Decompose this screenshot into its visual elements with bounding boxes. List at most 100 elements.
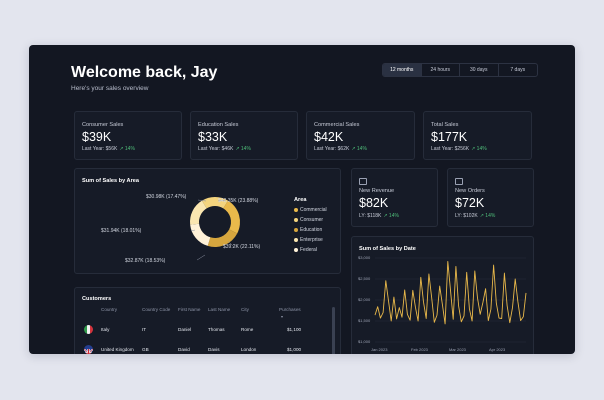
table-scrollbar[interactable] — [332, 307, 335, 354]
legend-item-federal[interactable]: Federal — [294, 247, 317, 253]
pie-label-education: $39.2K (22.11%) — [223, 244, 261, 250]
kpi-change: ↗ 14% — [119, 146, 135, 152]
kpi-value: $177K — [431, 130, 468, 144]
legend-dot-icon — [294, 228, 298, 232]
revenue-icon — [359, 178, 367, 185]
cell-purchases: $1,000 — [287, 347, 302, 352]
kpi-value: $33K — [198, 130, 228, 144]
orders-icon — [455, 178, 463, 185]
cell-country: United Kingdom — [101, 347, 134, 352]
kpi-value: $39K — [82, 130, 112, 144]
cell-country-code: GB — [142, 347, 149, 352]
kpi-last-year-text: Last Year: $56K — [82, 146, 118, 152]
cell-last-name: Thomas — [208, 327, 225, 332]
kpi-label: Consumer Sales — [82, 122, 124, 128]
kpi-last-year-text: Last Year: $256K — [431, 146, 470, 152]
donut-slice-enterprise[interactable] — [190, 200, 207, 225]
range-tab-30-days[interactable]: 30 days — [460, 64, 499, 76]
kpi-last-year: Last Year: $46K ↗ 14% — [198, 146, 251, 152]
sales-by-date-panel: Sum of Sales by Date $3,000 $2,500 $2,00… — [351, 236, 534, 354]
panel-title: Sum of Sales by Date — [359, 246, 416, 252]
legend-dot-icon — [294, 208, 298, 212]
cell-city: London — [241, 347, 257, 352]
pie-leader-line — [217, 199, 227, 202]
kpi-change: ↗ 14% — [471, 146, 487, 152]
kpi-last-year-text: Last Year: $46K — [198, 146, 234, 152]
cell-first-name: David — [178, 347, 190, 352]
customers-panel: Customers Country Country Code First Nam… — [74, 287, 341, 354]
italy-flag-icon — [84, 325, 93, 334]
cell-purchases: $1,100 — [287, 327, 302, 332]
kpi-last-year: LY: $118K ↗ 14% — [359, 213, 399, 219]
uk-flag-graphic — [84, 348, 93, 354]
legend-label: Federal — [300, 247, 317, 253]
kpi-last-year-text: LY: $118K — [359, 213, 382, 219]
kpi-change: ↗ 14% — [383, 213, 399, 219]
x-tick-label: Mar 2023 — [449, 347, 466, 352]
kpi-label: Education Sales — [198, 122, 239, 128]
cell-first-name: Daniel — [178, 327, 192, 332]
column-header-last-name[interactable]: Last Name — [208, 307, 231, 312]
dashboard-window: Welcome back, Jay Here's your sales over… — [29, 45, 575, 354]
pie-leader-line — [196, 254, 206, 261]
column-header-first-name[interactable]: First Name — [178, 307, 201, 312]
x-tick-label: Apr 2023 — [489, 347, 506, 352]
x-tick-label: Jan 2023 — [371, 347, 388, 352]
range-tab-7-days[interactable]: 7 days — [510, 67, 526, 73]
legend-label: Enterprise — [300, 237, 323, 243]
legend-dot-icon — [294, 218, 298, 222]
legend-title: Area — [294, 197, 307, 203]
donut-slice-consumer[interactable] — [201, 197, 229, 209]
legend-item-education[interactable]: Education — [294, 227, 322, 233]
y-tick-label: $1,500 — [358, 318, 371, 323]
legend-item-enterprise[interactable]: Enterprise — [294, 237, 323, 243]
page-title: Welcome back, Jay — [71, 64, 218, 81]
pie-label-federal: $32.87K (18.53%) — [125, 258, 166, 264]
legend-dot-icon — [294, 238, 298, 242]
x-tick-label: Feb 2023 — [411, 347, 428, 352]
legend-label: Consumer — [300, 217, 324, 223]
legend-label: Education — [300, 227, 323, 233]
kpi-label: Total Sales — [431, 122, 459, 128]
uk-flag-icon — [84, 345, 93, 354]
column-header-country[interactable]: Country — [101, 307, 118, 312]
kpi-change: ↗ 14% — [235, 146, 251, 152]
panel-title: Customers — [82, 296, 112, 302]
sales-by-area-panel: Sum of Sales by Area $30.98K (17.47%) $4… — [74, 168, 341, 274]
legend-item-consumer[interactable]: Consumer — [294, 217, 323, 223]
donut-slice-education[interactable] — [207, 229, 238, 247]
legend-label: Commercial — [300, 207, 327, 213]
time-range-selector: 12 months 24 hours 30 days 7 days — [382, 63, 538, 77]
sales-line-chart — [374, 257, 527, 343]
legend-dot-icon — [294, 248, 298, 252]
kpi-card-total-sales: Total Sales $177K Last Year: $256K ↗ 14% — [423, 111, 532, 160]
pie-leader-line — [227, 240, 235, 248]
range-tab-24-hours[interactable]: 24 hours — [422, 64, 460, 76]
column-header-city[interactable]: City — [241, 307, 249, 312]
cell-country: Italy — [101, 327, 110, 332]
kpi-change: ↗ 14% — [351, 146, 367, 152]
range-tab-12-months[interactable]: 12 months — [383, 64, 422, 76]
pie-leader-line — [190, 229, 196, 232]
kpi-last-year-text: Last Year: $62K — [314, 146, 350, 152]
kpi-card-consumer-sales: Consumer Sales $39K Last Year: $56K ↗ 14% — [74, 111, 182, 160]
donut-slice-commercial[interactable] — [223, 200, 240, 234]
pie-label-commercial: $42.35K (23.88%) — [218, 198, 259, 204]
cell-city: Rome — [241, 327, 254, 332]
pie-label-consumer: $30.98K (17.47%) — [146, 194, 187, 200]
pie-leader-line — [197, 199, 207, 202]
y-tick-label: $3,000 — [358, 255, 371, 260]
pie-label-enterprise: $31.94K (18.01%) — [101, 228, 142, 234]
column-header-purchases[interactable]: Purchases — [279, 307, 301, 312]
legend-item-commercial[interactable]: Commercial — [294, 207, 327, 213]
column-header-country-code[interactable]: Country Code — [142, 307, 171, 312]
donut-slice-federal[interactable] — [190, 223, 211, 246]
kpi-last-year: Last Year: $56K ↗ 14% — [82, 146, 135, 152]
kpi-last-year: LY: $102K ↗ 14% — [455, 213, 495, 219]
kpi-label: Commercial Sales — [314, 122, 360, 128]
kpi-value: $72K — [455, 196, 485, 210]
sales-series-line[interactable] — [374, 260, 527, 325]
kpi-card-education-sales: Education Sales $33K Last Year: $46K ↗ 14… — [190, 111, 298, 160]
sort-arrow-icon[interactable]: ▾ — [281, 314, 284, 319]
kpi-card-new-revenue: New Revenue $82K LY: $118K ↗ 14% — [351, 168, 438, 227]
